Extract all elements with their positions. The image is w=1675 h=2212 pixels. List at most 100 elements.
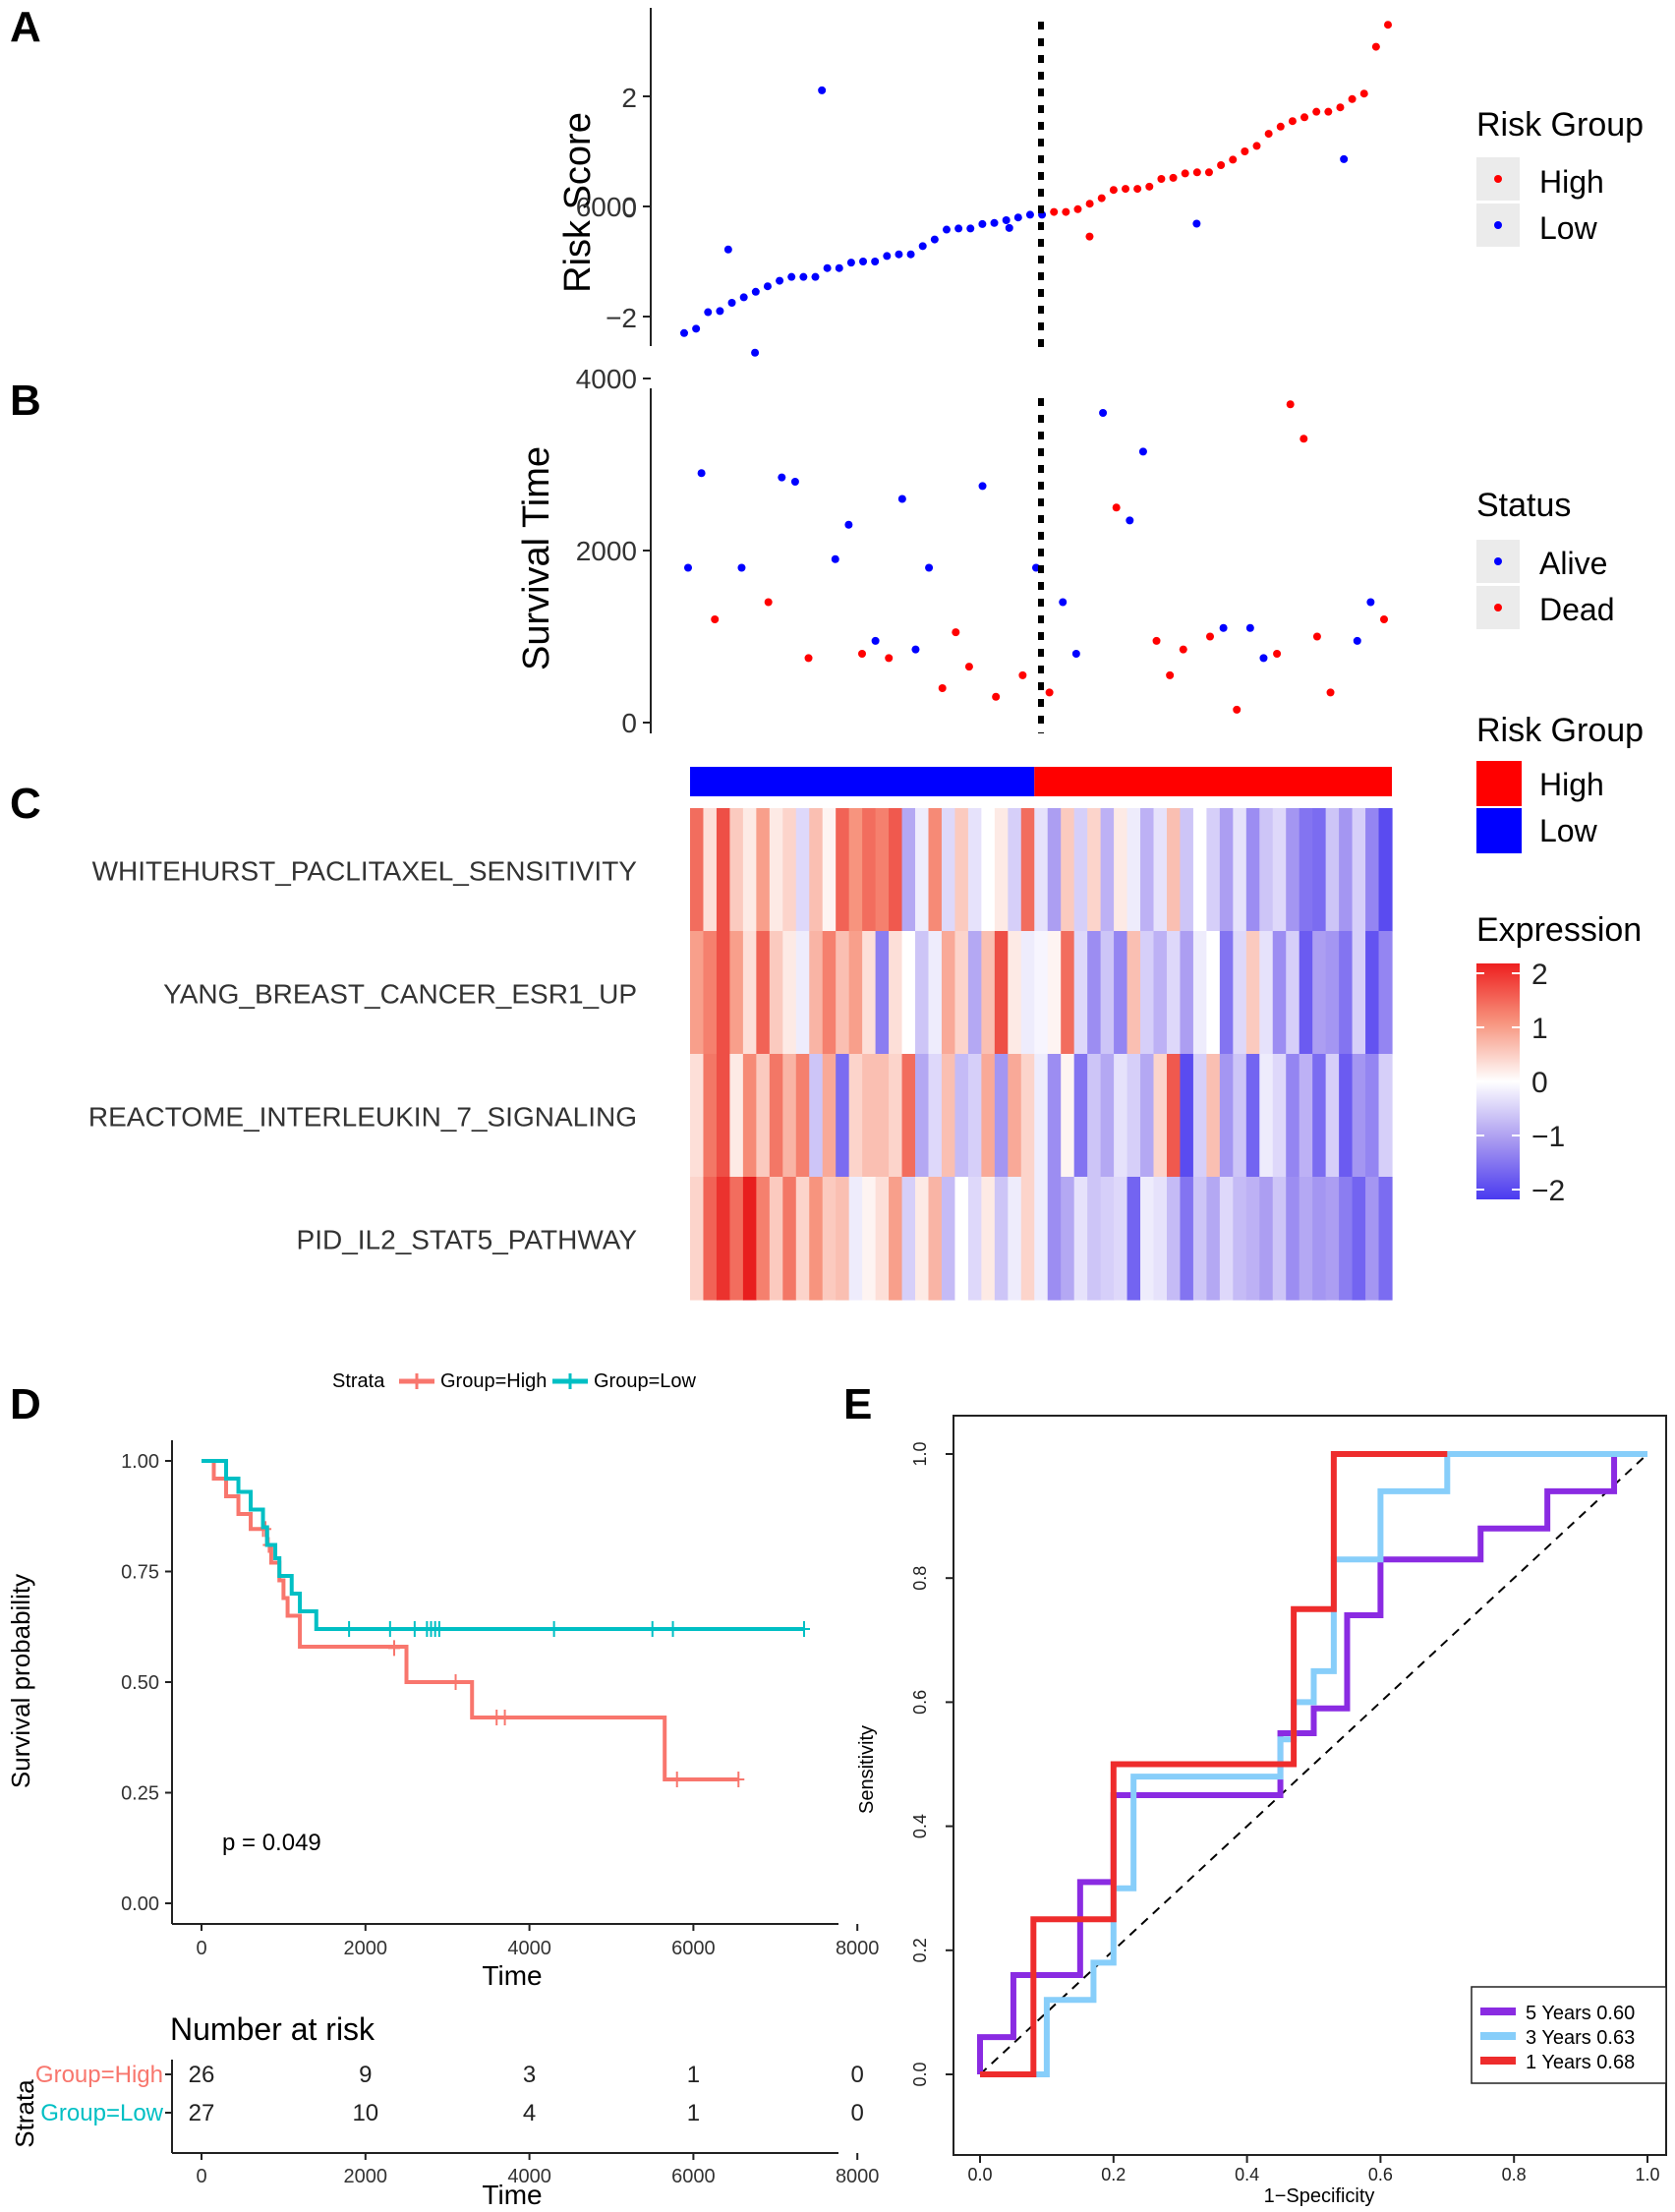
panel-label-c: C — [10, 780, 41, 828]
heatmap-cell — [981, 1177, 996, 1301]
heatmap-cell — [1206, 1177, 1221, 1301]
status-point-dead — [1112, 503, 1121, 512]
risk-table-xtick-label: 6000 — [671, 2166, 716, 2187]
heatmap-cell — [1339, 1177, 1354, 1301]
heatmap-cell — [1192, 931, 1207, 1055]
heatmap-cell — [1140, 931, 1155, 1055]
heatmap-cell — [729, 808, 744, 932]
risk-point-low — [704, 308, 713, 317]
status-point-dead — [1286, 400, 1295, 409]
roc-xlabel: 1−Specificity — [1264, 2185, 1375, 2207]
heatmap-cell — [1073, 1177, 1088, 1301]
heatmap-cell — [967, 1177, 982, 1301]
risk-point-low — [942, 225, 951, 234]
heatmap-cell — [716, 1054, 731, 1178]
heatmap-cell — [1087, 1177, 1102, 1301]
status-point-alive — [778, 473, 786, 482]
heatmap-cell — [690, 931, 705, 1055]
heatmap-cell — [716, 931, 731, 1055]
heatmap-cell — [1219, 808, 1234, 932]
heatmap-cell — [1140, 808, 1155, 932]
status-point-alive — [1366, 598, 1375, 607]
legend-key-low — [1494, 221, 1502, 229]
km-legend: Strata Group=High Group=Low — [332, 1370, 697, 1392]
risk-point-high — [1252, 142, 1261, 150]
heatmap-cell — [1100, 808, 1115, 932]
heatmap-cell — [1286, 931, 1300, 1055]
risk-score-plot: Risk Score 2 0 −2 Risk Group High Low — [557, 8, 1644, 352]
survival-time-ytick-label: 2000 — [576, 536, 637, 566]
heatmap-cell — [756, 1054, 771, 1178]
heatmap-cell — [941, 1054, 956, 1178]
heatmap-cell — [994, 1054, 1009, 1178]
risk-point-low — [811, 272, 820, 281]
km-curve-high — [202, 1459, 739, 1781]
risk-point-high — [1133, 185, 1142, 194]
risk-point-high — [1300, 113, 1309, 122]
status-point-dead — [964, 663, 973, 671]
risk-point-low — [799, 272, 808, 281]
heatmap-cell — [1378, 931, 1393, 1055]
risk-point-low — [727, 299, 736, 307]
heatmap-cell — [1299, 808, 1313, 932]
risk-point-high — [1109, 186, 1118, 195]
heatmap-cell — [901, 808, 916, 932]
roc-xtick-label: 0.2 — [1101, 2165, 1126, 2184]
heatmap-cell — [690, 1177, 705, 1301]
risk-point-low — [978, 219, 987, 228]
heatmap-cell — [1365, 1054, 1380, 1178]
heatmap-cell — [901, 1054, 916, 1178]
risk-table-count: 1 — [687, 2100, 700, 2126]
risk-table-xtick-label: 8000 — [836, 2166, 880, 2187]
km-xtick-label: 4000 — [507, 1938, 551, 1959]
roc-ytick-label: 0.8 — [910, 1566, 930, 1591]
heatmap-cell — [1166, 808, 1182, 932]
heatmap-cell — [1299, 1177, 1313, 1301]
status-point-dead — [1233, 705, 1242, 714]
heatmap-cell — [782, 1177, 797, 1301]
legend-label-low: Low — [1539, 813, 1598, 848]
risk-point-high — [1359, 89, 1368, 98]
heatmap-cell — [769, 931, 783, 1055]
legend-label-high: High — [1539, 767, 1604, 802]
risk-table-count: 27 — [189, 2100, 215, 2126]
risk-point-low — [895, 250, 903, 259]
heatmap-cell — [1245, 1054, 1260, 1178]
legend-label-high: High — [1539, 164, 1604, 200]
heatmap-cell — [889, 931, 903, 1055]
panel-label-a: A — [10, 3, 41, 51]
risk-table-xlabel: Time — [482, 2180, 542, 2210]
status-point-alive — [790, 478, 799, 486]
km-ytick-label: 0.75 — [121, 1562, 159, 1584]
heatmap-cell — [836, 931, 850, 1055]
risk-point-low — [954, 224, 963, 233]
heatmap-cell — [822, 1177, 837, 1301]
heatmap-cell — [928, 1177, 943, 1301]
heatmap-cell — [1325, 1054, 1340, 1178]
risk-group-bar-low — [690, 767, 1035, 796]
heatmap-cell — [1233, 1054, 1247, 1178]
roc-legend-label-1y: 1 Years 0.68 — [1526, 2052, 1635, 2073]
risk-point-low — [1002, 216, 1011, 224]
risk-point-low — [990, 218, 999, 227]
status-point-dead — [938, 684, 947, 692]
heatmap-cell — [1219, 1177, 1234, 1301]
heatmap-cell — [1114, 808, 1128, 932]
heatmap-row-label: WHITEHURST_PACLITAXEL_SENSITIVITY — [92, 856, 638, 887]
status-point-alive — [1138, 447, 1147, 456]
heatmap-cell — [1034, 808, 1049, 932]
heatmap-cell — [1272, 1054, 1287, 1178]
legend-swatch-high — [1476, 761, 1522, 806]
status-legend: Status Alive Dead — [1476, 487, 1615, 629]
heatmap-cell — [795, 931, 810, 1055]
heatmap-cell — [1047, 808, 1062, 932]
heatmap-cell — [1245, 1177, 1260, 1301]
status-point-alive — [751, 348, 760, 357]
heatmap-cell — [1219, 931, 1234, 1055]
heatmap-cell — [1299, 931, 1313, 1055]
heatmap-cell — [1153, 931, 1168, 1055]
heatmap-cell — [1352, 1177, 1366, 1301]
heatmap-cell — [690, 1054, 705, 1178]
heatmap-cell — [862, 808, 877, 932]
heatmap-cell — [1352, 931, 1366, 1055]
